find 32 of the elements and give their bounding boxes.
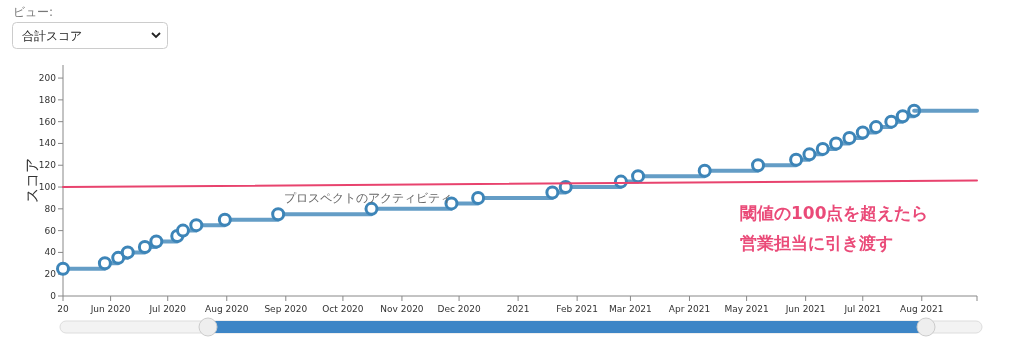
x-tick-label: Nov 2020 xyxy=(380,304,424,314)
y-tick-label: 160 xyxy=(38,116,57,127)
x-tick-label: May 2021 xyxy=(724,304,769,314)
x-tick-label: Dec 2020 xyxy=(437,304,481,314)
y-tick-label: 40 xyxy=(44,247,57,258)
y-tick-label: 80 xyxy=(44,203,57,214)
x-tick-label: Feb 2021 xyxy=(556,304,598,314)
annotation: 閾値の100点を超えたら xyxy=(740,203,929,223)
x-tick-label: 2021 xyxy=(506,304,530,314)
y-tick-label: 140 xyxy=(38,138,57,149)
x-tick-label: Oct 2020 xyxy=(322,304,364,314)
y-tick-label: 100 xyxy=(38,182,57,193)
x-tick-label: Aug 2021 xyxy=(900,304,944,314)
y-tick-label: 200 xyxy=(38,73,57,84)
y-axis-title: スコア xyxy=(23,158,41,203)
x-tick-label: Sep 2020 xyxy=(264,304,308,314)
x-tick-label: Jun 2020 xyxy=(89,304,131,314)
y-tick-label: 20 xyxy=(44,269,57,280)
y-tick-label: 120 xyxy=(38,160,57,171)
y-tick-label: 180 xyxy=(38,94,57,105)
y-tick-label: 60 xyxy=(44,225,57,236)
x-tick-label: Aug 2020 xyxy=(205,304,249,314)
select: 合計スコア xyxy=(12,22,168,49)
x-tick-label: Jul 2021 xyxy=(843,304,882,314)
annotation: 営業担当に引き渡す xyxy=(740,233,893,253)
text: ビュー: xyxy=(13,5,54,19)
y-tick-label: 0 xyxy=(50,291,57,301)
x-tick-label: 20 xyxy=(57,304,69,314)
x-tick-label: Mar 2021 xyxy=(609,304,652,314)
x-tick-label: Jul 2020 xyxy=(148,304,187,314)
x-tick-label: Jun 2021 xyxy=(784,304,826,314)
x-tick-label: Apr 2021 xyxy=(668,304,711,314)
